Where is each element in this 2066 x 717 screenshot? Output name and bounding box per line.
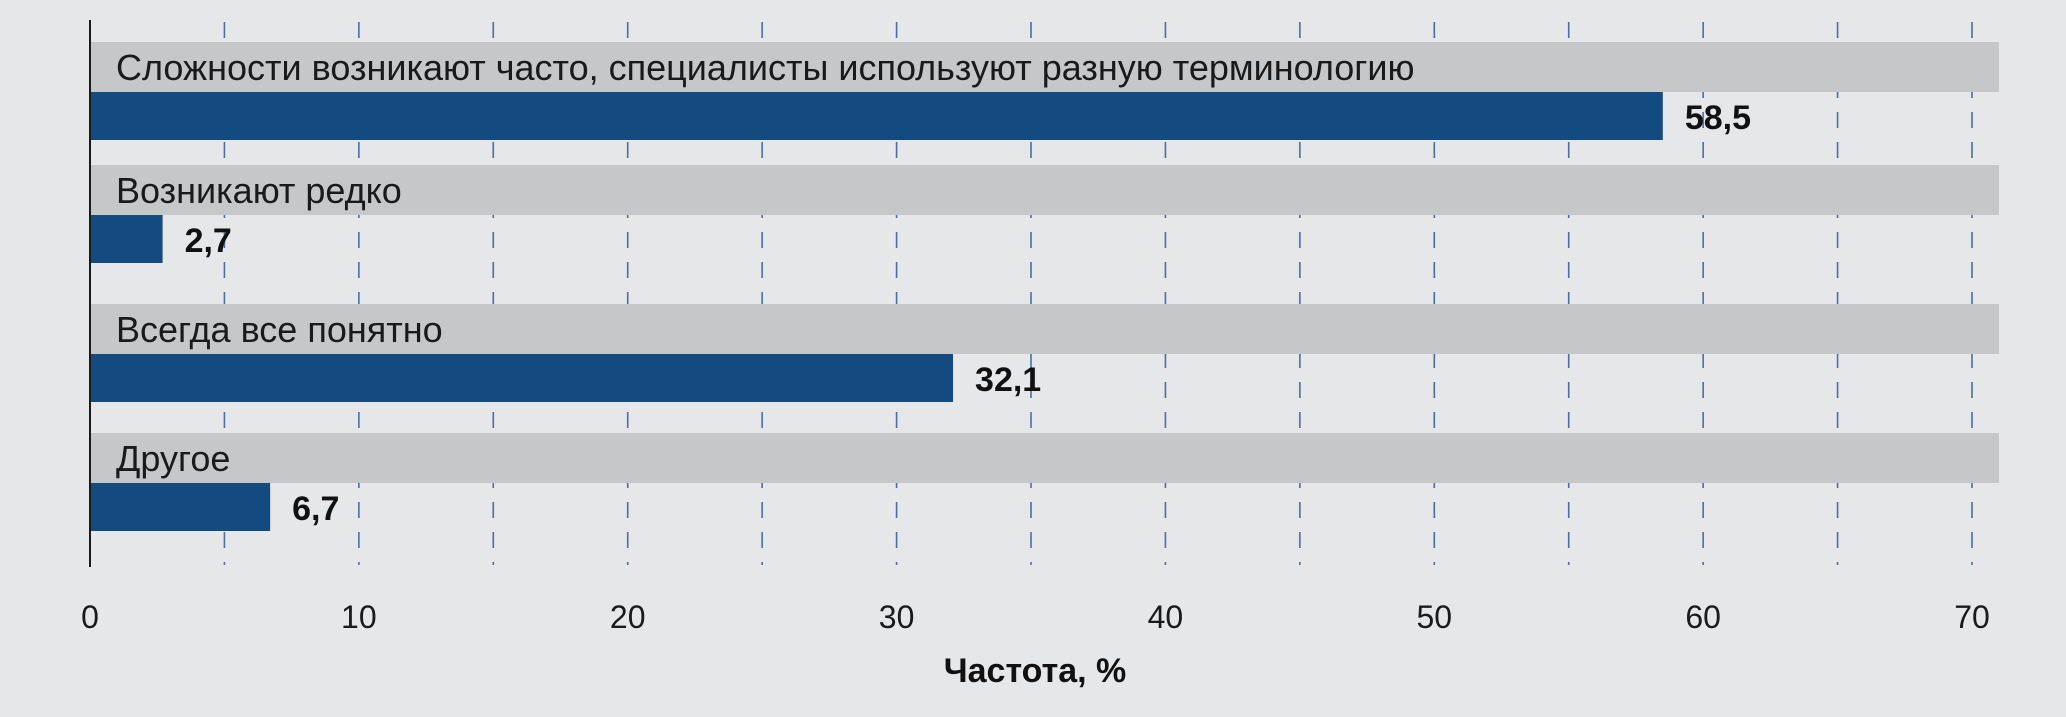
value-label-1: 2,7 <box>185 222 232 260</box>
category-band-0 <box>90 42 1999 92</box>
bar-1 <box>90 215 163 263</box>
tick-label-50: 50 <box>1416 599 1452 635</box>
category-label-2: Всегда все понятно <box>116 309 443 350</box>
category-band-1 <box>90 165 1999 215</box>
category-label-3: Другое <box>116 438 230 479</box>
tick-label-60: 60 <box>1685 599 1721 635</box>
tick-label-30: 30 <box>879 599 915 635</box>
category-band-3 <box>90 433 1999 483</box>
bar-2 <box>90 354 954 402</box>
tick-label-20: 20 <box>610 599 646 635</box>
tick-label-0: 0 <box>81 599 99 635</box>
value-label-2: 32,1 <box>975 361 1041 399</box>
tick-label-10: 10 <box>341 599 377 635</box>
category-label-0: Сложности возникают часто, специалисты и… <box>116 47 1415 88</box>
bars: 58,5 2,7 32,1 6,7 <box>90 92 1751 531</box>
x-axis-title: Частота, % <box>944 652 1127 690</box>
tick-label-40: 40 <box>1148 599 1184 635</box>
value-label-0: 58,5 <box>1685 99 1751 137</box>
category-label-1: Возникают редко <box>116 170 402 211</box>
category-band-2 <box>90 304 1999 354</box>
bar-0 <box>90 92 1663 140</box>
bar-3 <box>90 483 271 531</box>
category-bands: Сложности возникают часто, специалисты и… <box>90 42 1999 483</box>
value-label-3: 6,7 <box>292 490 339 528</box>
tick-label-70: 70 <box>1954 599 1990 635</box>
x-axis-ticks: 0 10 20 30 40 50 60 70 <box>81 599 1990 635</box>
